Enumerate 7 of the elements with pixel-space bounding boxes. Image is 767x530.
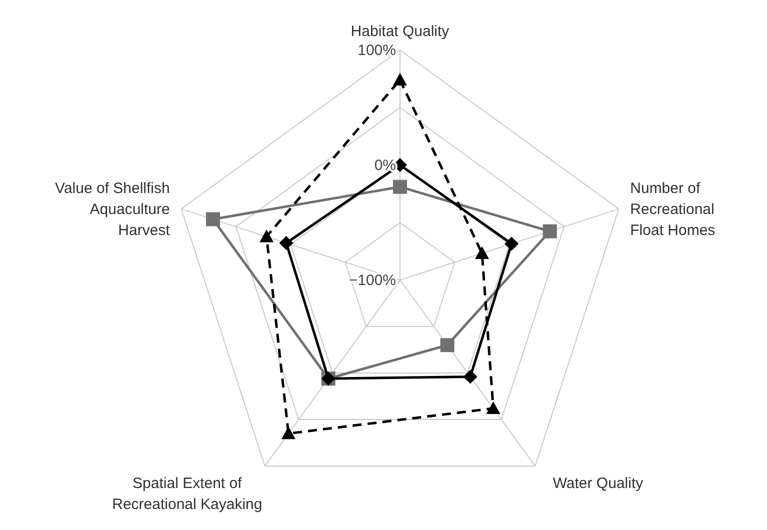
spoke-label: Spatial Extent of Recreational Kayaking	[112, 475, 262, 514]
spoke-label: Water Quality	[552, 475, 644, 492]
y-tick-label: 100%	[358, 42, 396, 59]
y-tick-label: −100%	[348, 272, 396, 289]
spoke-label: Value of Shellfish Aquaculture Harvest	[55, 180, 171, 239]
spoke-label: Number of Recreational Float Homes	[630, 180, 716, 239]
spoke-label: Habitat Quality	[350, 23, 450, 40]
